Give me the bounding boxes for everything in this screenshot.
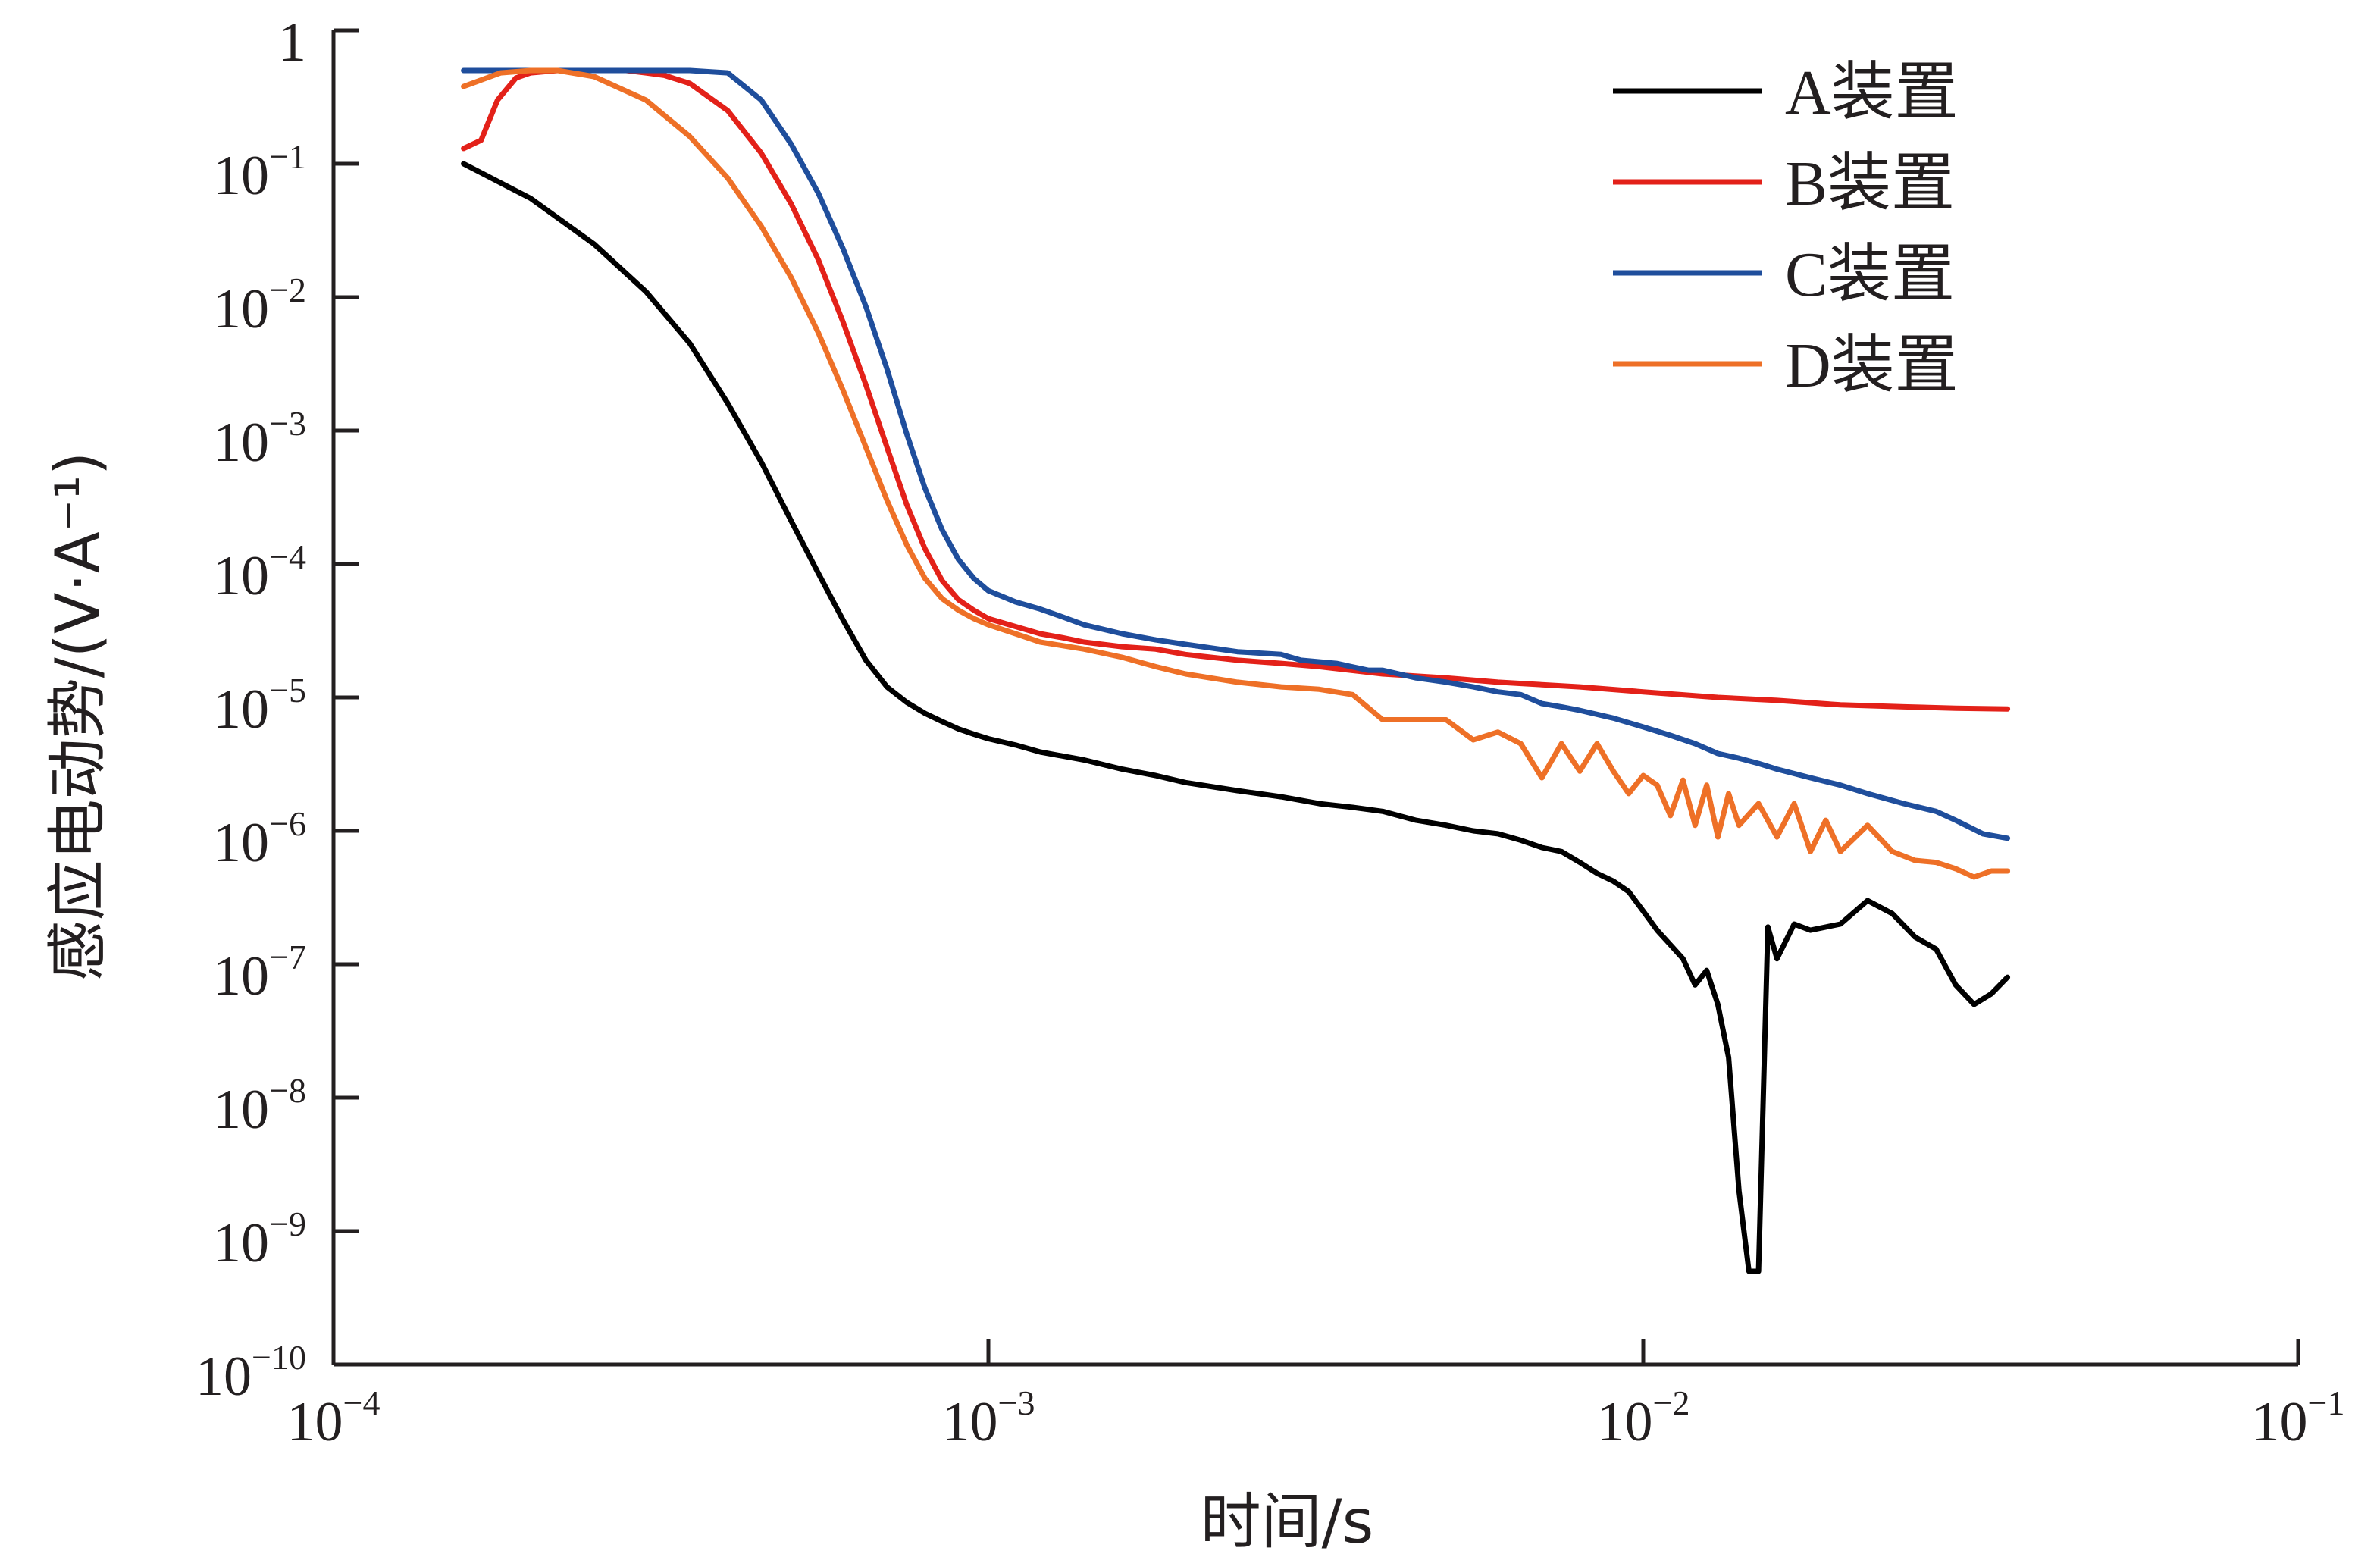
y-axis-title: 感应电动势/(V·A⁻¹): [42, 452, 113, 982]
y-axis-ticks: 1 10−1 10−2 10−3 10−4 10−5 10−6 10−7 10−8 10−9 10−…: [196, 11, 359, 1408]
y-tick-label: 10−10: [196, 1338, 306, 1408]
axes: [331, 30, 2298, 1367]
series-line-2: [461, 67, 2011, 712]
legend-label-4: D装置: [1785, 331, 1959, 401]
legend-label-2: B装置: [1785, 149, 1955, 219]
y-tick-label: 10−6: [213, 804, 306, 874]
y-tick-label: 10−7: [213, 938, 306, 1007]
series-line-3: [461, 67, 2011, 841]
x-tick-label: 10−4: [287, 1383, 380, 1453]
y-tick-label: 10−4: [213, 537, 306, 607]
y-tick-label: 10−2: [213, 271, 306, 340]
x-tick-label: 10−3: [942, 1383, 1035, 1453]
y-tick-label: 10−1: [213, 137, 306, 207]
x-tick-label: 10−1: [2252, 1383, 2345, 1453]
legend-label-1: A装置: [1785, 58, 1959, 128]
series-lines: [461, 67, 2011, 1274]
y-tick-label: 10−8: [213, 1071, 306, 1141]
legend-label-3: C装置: [1785, 240, 1955, 310]
x-tick-label: 10−2: [1597, 1383, 1690, 1453]
y-tick-label: 1: [278, 11, 306, 74]
x-axis-ticks: 10−4 10−3 10−2 10−1: [287, 1339, 2345, 1453]
series-line-1: [461, 161, 2011, 1274]
x-axis-title: 时间/s: [1201, 1487, 1374, 1551]
y-tick-label: 10−3: [213, 404, 306, 474]
legend: A装置 B装置 C装置 D装置: [1613, 58, 1959, 401]
y-tick-label: 10−5: [213, 671, 306, 741]
y-tick-label: 10−9: [213, 1205, 306, 1274]
series-line-4: [461, 67, 2011, 880]
